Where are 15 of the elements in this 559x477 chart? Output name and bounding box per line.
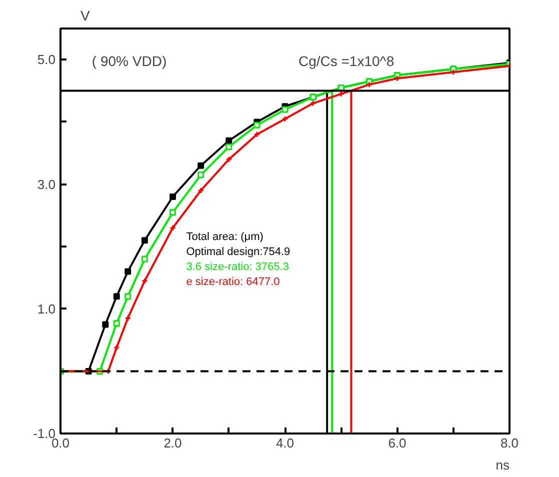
annotation: Cg/Cs =1x10^8 — [298, 52, 394, 69]
text: e size-ratio: 6477.0 — [186, 276, 280, 288]
y-tick-label: 5.0 — [37, 52, 56, 68]
x-tick-label: 6.0 — [388, 436, 406, 450]
x-tick-label: 8.0 — [500, 436, 519, 450]
x-tick-label: 4.0 — [276, 436, 294, 450]
legend-title: Total area: (μm) — [186, 231, 264, 244]
y-tick-label: 1.0 — [37, 301, 56, 316]
x-axis-title: ns — [496, 458, 510, 472]
text: 3.6 size-ratio: 3765.3 — [186, 261, 289, 274]
annotation: ( 90% VDD) — [92, 52, 167, 69]
y-axis-title: V — [80, 8, 90, 24]
x-tick-label: 2.0 — [164, 436, 182, 450]
text: Optimal design:754.9 — [186, 246, 290, 258]
y-tick-label: 3.0 — [37, 176, 56, 192]
